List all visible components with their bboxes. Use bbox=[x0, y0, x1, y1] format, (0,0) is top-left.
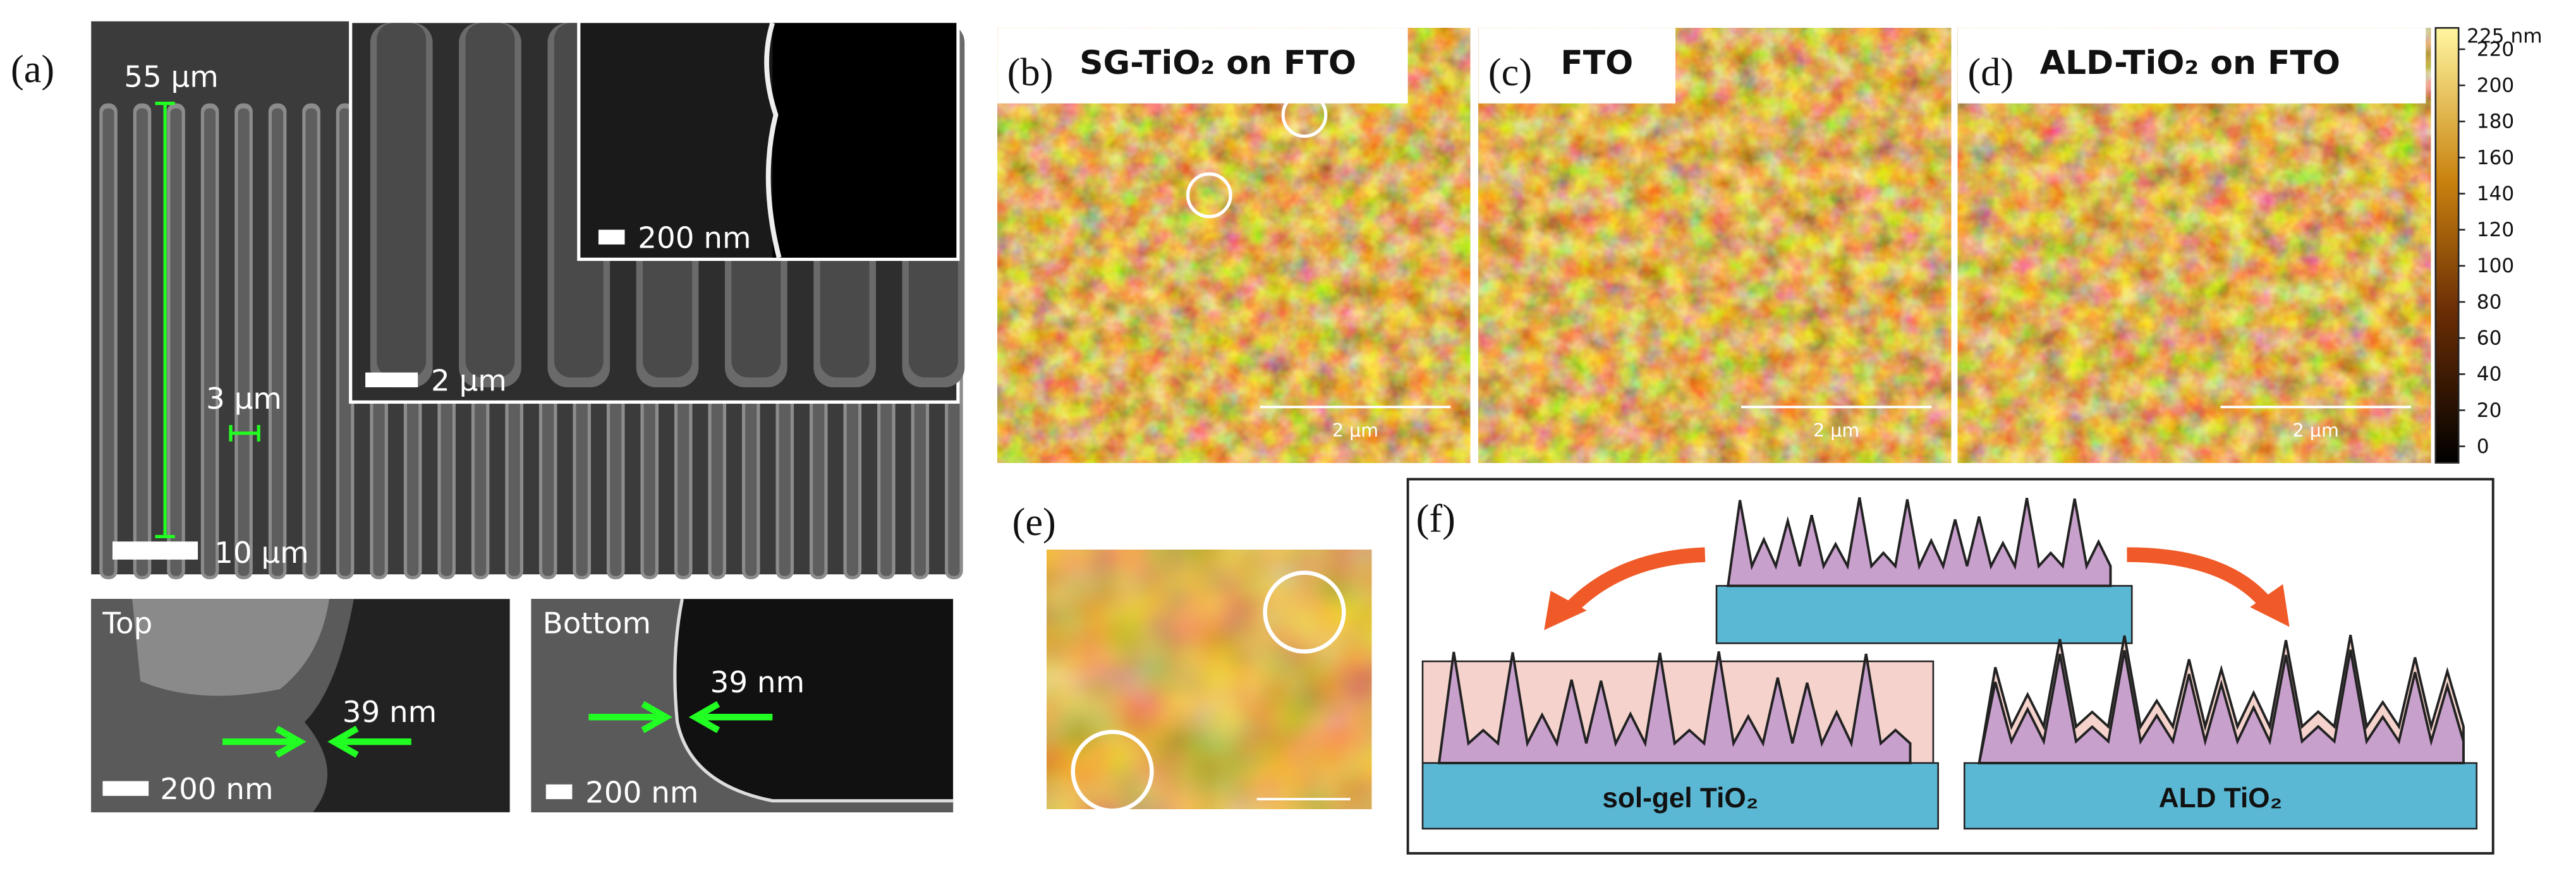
right-label: ALD TiO₂ bbox=[2159, 783, 2282, 814]
colorbar-tick-label: 40 bbox=[2477, 363, 2502, 386]
defect-circle bbox=[1186, 172, 1232, 219]
colorbar bbox=[2434, 27, 2460, 464]
colorbar-tick-label: 140 bbox=[2477, 183, 2514, 205]
scale-label: 200 nm bbox=[585, 776, 698, 810]
colorbar-tick-label: 80 bbox=[2477, 291, 2502, 313]
defect-circle bbox=[1281, 92, 1328, 138]
title-box bbox=[997, 28, 1408, 104]
substrate bbox=[1963, 762, 2478, 830]
pillar-core bbox=[238, 108, 250, 576]
defect-circle bbox=[1071, 730, 1154, 813]
colorbar-tick-label: 200 bbox=[2477, 74, 2514, 97]
pillar-core bbox=[271, 108, 284, 576]
arrows bbox=[588, 701, 773, 733]
arrow bbox=[2127, 547, 2273, 609]
panel-label: (a) bbox=[11, 47, 54, 91]
colorbar-tick-label: 220 bbox=[2477, 38, 2514, 61]
title-box bbox=[1478, 28, 1676, 104]
edge bbox=[673, 598, 954, 803]
defect-circle bbox=[1263, 570, 1346, 654]
panel-label: (c) bbox=[1488, 51, 1532, 94]
scale-bar bbox=[102, 781, 149, 796]
pillar-core bbox=[305, 108, 317, 576]
pillar-core bbox=[465, 23, 515, 378]
edge bbox=[764, 22, 782, 258]
pillar-core bbox=[102, 108, 114, 576]
pillar-core bbox=[204, 108, 216, 576]
sem-bottom-body bbox=[531, 599, 954, 812]
pillar-core bbox=[339, 108, 351, 576]
top-title: Top bbox=[102, 607, 152, 641]
panel-label: (d) bbox=[1967, 51, 2014, 94]
left-label: sol-gel TiO₂ bbox=[1602, 783, 1758, 814]
crystal bbox=[1978, 649, 2465, 764]
colorbar-max: 225 nm bbox=[2467, 25, 2542, 48]
height-label: 55 µm bbox=[124, 61, 219, 95]
gap-label: 3 µm bbox=[206, 382, 282, 416]
sem-dark bbox=[772, 23, 957, 258]
scale-label: 200 nm bbox=[638, 221, 751, 255]
scale-label: 2 µm bbox=[1332, 419, 1378, 441]
arrow bbox=[1563, 547, 1706, 616]
sem-top-cap bbox=[132, 599, 329, 696]
scale-label: 200 nm bbox=[160, 773, 273, 807]
title-box bbox=[1957, 28, 2426, 104]
scale-label: 500 nm bbox=[1268, 809, 1338, 830]
arrow-head bbox=[1544, 591, 1587, 630]
afm-title: FTO bbox=[1560, 44, 1633, 82]
crystal bbox=[1726, 497, 2112, 587]
scale-bar bbox=[365, 372, 418, 388]
thickness-label: 39 nm bbox=[710, 666, 805, 700]
substrate bbox=[1715, 585, 2133, 644]
colorbar-tick-label: 0 bbox=[2477, 435, 2489, 458]
thickness-label: 39 nm bbox=[343, 695, 437, 730]
panel-label: (b) bbox=[1007, 51, 1054, 94]
arrow-head bbox=[2250, 584, 2290, 627]
fto-crystals bbox=[1437, 497, 2465, 764]
arrows bbox=[222, 725, 411, 758]
substrate bbox=[1421, 762, 1940, 830]
colorbar-tick-label: 180 bbox=[2477, 111, 2514, 133]
afm-zoom bbox=[1045, 548, 1373, 810]
panel-label: (e) bbox=[1012, 500, 1056, 544]
scale-bar bbox=[112, 541, 198, 560]
colorbar-tick-label: 100 bbox=[2477, 255, 2514, 277]
scale-label: 2 µm bbox=[1813, 419, 1859, 441]
scale-bar bbox=[598, 229, 625, 245]
scale-bar bbox=[545, 784, 573, 800]
colorbar-tick-label: 160 bbox=[2477, 147, 2514, 169]
panel-label: (f) bbox=[1416, 497, 1455, 541]
scale-label: 2 µm bbox=[2293, 419, 2339, 441]
scale-label: 2 µm bbox=[431, 364, 507, 398]
crystal bbox=[1437, 651, 1912, 764]
colorbar-tick-label: 20 bbox=[2477, 399, 2502, 422]
pillar-core bbox=[377, 23, 427, 378]
colorbar-tick-label: 120 bbox=[2477, 219, 2514, 241]
scale-label: 10 µm bbox=[214, 536, 309, 570]
bottom-title: Bottom bbox=[543, 607, 651, 641]
colorbar-tick-label: 60 bbox=[2477, 327, 2502, 350]
afm-title: SG-TiO₂ on FTO bbox=[1079, 44, 1356, 82]
pillar-core bbox=[170, 108, 182, 576]
afm-title: ALD-TiO₂ on FTO bbox=[2040, 44, 2340, 82]
afm-panels: (b) SG-TiO₂ on FTO 2 µm (c) FTO 2 µm (d) ALD-Ti… bbox=[996, 25, 2543, 464]
pillar-core bbox=[136, 108, 149, 576]
